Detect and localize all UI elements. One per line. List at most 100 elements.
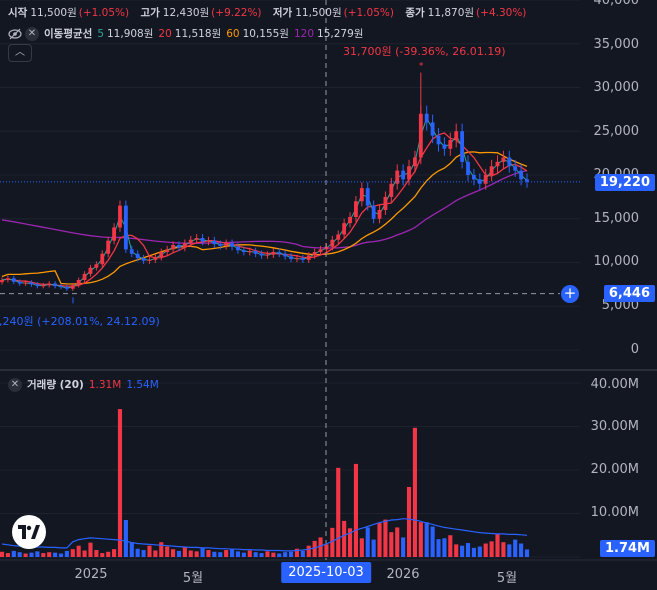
volume-bar <box>330 527 335 557</box>
volume-bar <box>218 552 223 557</box>
ma120-length: 120 <box>293 27 315 40</box>
volume-bar <box>312 540 317 557</box>
volume-bar <box>383 519 388 557</box>
volume-bar <box>100 553 105 557</box>
candle-body <box>135 253 140 259</box>
price-tick-40000: 40,000 <box>593 0 640 8</box>
volume-bar <box>188 550 193 557</box>
candle-body <box>241 250 246 252</box>
volume-bar <box>94 550 99 557</box>
volume-bar <box>288 551 294 557</box>
candle-body <box>377 210 382 219</box>
volume-bar <box>501 542 506 557</box>
open-value: 11,500원 <box>30 7 77 19</box>
visibility-icon[interactable] <box>8 28 22 40</box>
candle-body <box>460 131 465 162</box>
volume-bar <box>406 486 412 557</box>
volume-bar <box>200 548 205 557</box>
candle-body <box>259 253 264 256</box>
volume-bar <box>442 538 447 557</box>
volume-bar <box>0 551 5 557</box>
candle-body <box>401 170 406 180</box>
volume-bar <box>342 520 347 557</box>
volume-bar <box>489 541 494 557</box>
price-tick-10000: 10,000 <box>593 254 640 269</box>
volume-bar <box>277 553 282 557</box>
volume-bar <box>471 547 476 557</box>
candle-body <box>383 196 388 210</box>
close-icon[interactable]: ✕ <box>25 26 39 41</box>
price-tick-25000: 25,000 <box>593 124 640 139</box>
crosshair-date-label: 2025-10-03 <box>281 562 371 583</box>
candle-body <box>236 246 240 251</box>
volume-bar <box>524 549 530 557</box>
volume-bar <box>424 522 429 557</box>
close-icon[interactable]: ✕ <box>8 377 22 392</box>
candle-body <box>94 264 99 268</box>
volume-bar <box>318 537 323 557</box>
volume-bar <box>76 545 81 557</box>
candle-body <box>194 238 199 240</box>
volume-bar <box>153 550 158 557</box>
volume-bar <box>112 549 117 557</box>
volume-bar <box>70 549 75 557</box>
add-alert-icon[interactable]: + <box>561 285 579 303</box>
candle-body <box>489 166 494 175</box>
candle-body <box>41 285 46 287</box>
candle-body <box>11 278 16 282</box>
candle-body <box>35 284 40 287</box>
ma20-length: 20 <box>158 27 172 40</box>
candle-body <box>17 281 22 284</box>
volume-bar <box>283 552 288 557</box>
candle-body <box>206 240 211 242</box>
volume-bar <box>182 546 187 557</box>
high-label: 고가 <box>140 7 160 19</box>
candle-body <box>70 285 75 289</box>
ma20-value: 11,518원 <box>174 28 222 40</box>
ma5-length: 5 <box>97 27 104 40</box>
volume-bar <box>129 542 134 557</box>
volume-title: 거래량 (20) <box>27 379 84 391</box>
tradingview-logo-icon[interactable] <box>12 515 46 549</box>
candle-body <box>29 282 34 285</box>
candle-body <box>182 243 187 248</box>
ma60-value: 10,155원 <box>242 28 289 40</box>
candle-body <box>23 282 28 284</box>
candle-body <box>312 252 317 256</box>
candle-body <box>253 251 258 254</box>
volume-tick-20m: 20.00M <box>590 462 639 477</box>
candle-body <box>407 166 411 180</box>
volume-bar <box>353 463 358 557</box>
volume-bar <box>194 551 199 557</box>
low-value: 11,500원 <box>295 7 342 19</box>
volume-bar <box>206 550 211 557</box>
open-label: 시작 <box>8 7 28 19</box>
candle-body <box>448 140 453 149</box>
volume-bar <box>35 551 40 557</box>
volume-bar <box>412 427 417 557</box>
ma120-value: 15,279원 <box>317 28 364 40</box>
volume-bar <box>324 544 329 557</box>
candle-body <box>324 246 329 250</box>
chevron-up-icon[interactable]: ︿ <box>8 44 32 62</box>
candle-body <box>224 243 229 246</box>
volume-bar <box>117 409 123 557</box>
crosshair-price-tag: 6,446 <box>603 285 655 302</box>
ma120-line <box>1 169 528 249</box>
candle-body <box>525 179 529 182</box>
candle-body <box>295 258 299 260</box>
ma5-value: 11,908원 <box>107 28 154 40</box>
ma60-line <box>1 151 528 285</box>
candle-body <box>212 240 217 245</box>
volume-ma-line <box>1 518 528 552</box>
volume-bar <box>389 532 394 557</box>
volume-bar <box>507 544 512 557</box>
candle-body <box>123 205 128 250</box>
candle-body <box>171 245 175 250</box>
candle-body <box>277 252 282 254</box>
volume-bar <box>300 550 305 557</box>
high-pct: (+9.22%) <box>211 7 262 19</box>
candle-body <box>418 113 423 158</box>
